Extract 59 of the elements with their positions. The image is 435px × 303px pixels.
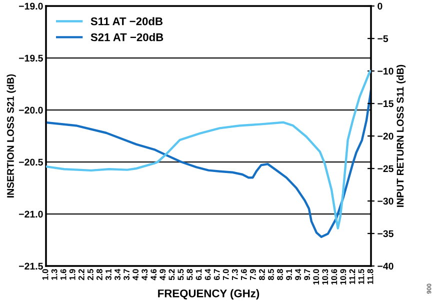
y2-tick-label: −30 [378, 198, 394, 205]
y-tick-label: −21.5 [19, 262, 43, 270]
y2-tick-label: −25 [378, 165, 394, 172]
y2-tick-label: −40 [378, 262, 394, 270]
x-tick-label: 8.8 [277, 269, 283, 280]
x-tick-label: 3.1 [106, 269, 112, 280]
x-tick-label: 4.3 [142, 269, 148, 280]
x-tick-label: 10.6 [331, 269, 338, 284]
y-tick-label: −19.0 [19, 2, 43, 10]
x-tick-label: 11.2 [349, 269, 356, 284]
x-tick-label: 10.0 [313, 269, 320, 284]
y-tick-label: −19.5 [19, 54, 43, 62]
x-tick-label: 1.6 [60, 269, 66, 280]
y2-axis-title: INPUT RETURN LOSS S11 (dB) [396, 64, 406, 207]
x-tick-label: 8.2 [259, 269, 265, 280]
x-tick-label: 7.9 [250, 269, 256, 280]
x-tick-label: 4.9 [160, 269, 166, 280]
x-tick-label: 1.0 [42, 269, 48, 280]
legend-label: S11 AT −20dB [90, 17, 163, 26]
y-axis-title: INSERTION LOSS S21 (dB) [6, 74, 16, 198]
x-tick-label: 11.8 [367, 269, 374, 284]
x-tick-label: 9.4 [295, 268, 302, 280]
y-tick-label: −20.0 [19, 106, 43, 114]
x-tick-label: 10.3 [322, 269, 328, 284]
x-tick-label: 3.4 [114, 268, 120, 280]
line-series [46, 70, 371, 230]
x-tick-label: 4.6 [150, 269, 157, 280]
x-tick-label: 1.9 [69, 269, 76, 280]
x-tick-label: 5.5 [178, 269, 184, 280]
x-tick-label: 5.2 [168, 269, 175, 280]
x-tick-label: 2.2 [78, 269, 84, 280]
y-tick-label: −21.0 [19, 210, 43, 218]
x-tick-label: 8.5 [268, 269, 274, 280]
x-tick-label: 7.6 [240, 269, 247, 280]
x-tick-label: 9.1 [286, 269, 292, 280]
x-tick-label: 6.4 [204, 268, 211, 280]
legend-label: S21 AT −20dB [90, 33, 164, 42]
x-tick-label: 4.0 [132, 269, 139, 280]
line-series [46, 89, 371, 238]
x-tick-label: 5.8 [186, 269, 193, 280]
x-tick-label: 6.7 [214, 269, 220, 280]
y2-tick-label: −5 [378, 35, 388, 42]
x-tick-label: 2.5 [87, 269, 94, 280]
y2-tick-label: −20 [378, 132, 394, 140]
x-tick-label: 1.3 [51, 269, 58, 280]
y2-tick-label: −15 [378, 100, 394, 108]
y-tick-label: −20.5 [19, 158, 43, 166]
x-tick-label: 6.1 [196, 269, 202, 280]
x-tick-label: 7.0 [222, 269, 229, 280]
y2-tick-label: −10 [378, 68, 394, 75]
x-tick-label: 3.7 [124, 269, 130, 280]
y2-tick-label: 0 [378, 2, 382, 10]
y2-tick-label: −35 [378, 230, 394, 238]
x-tick-label: 10.9 [340, 269, 346, 284]
x-tick-label: 11.5 [358, 269, 364, 284]
x-tick-label: 9.7 [304, 269, 310, 280]
x-axis-title: FREQUENCY (GHz) [158, 289, 260, 300]
x-tick-label: 2.8 [96, 269, 102, 280]
x-tick-label: 7.3 [232, 269, 238, 280]
